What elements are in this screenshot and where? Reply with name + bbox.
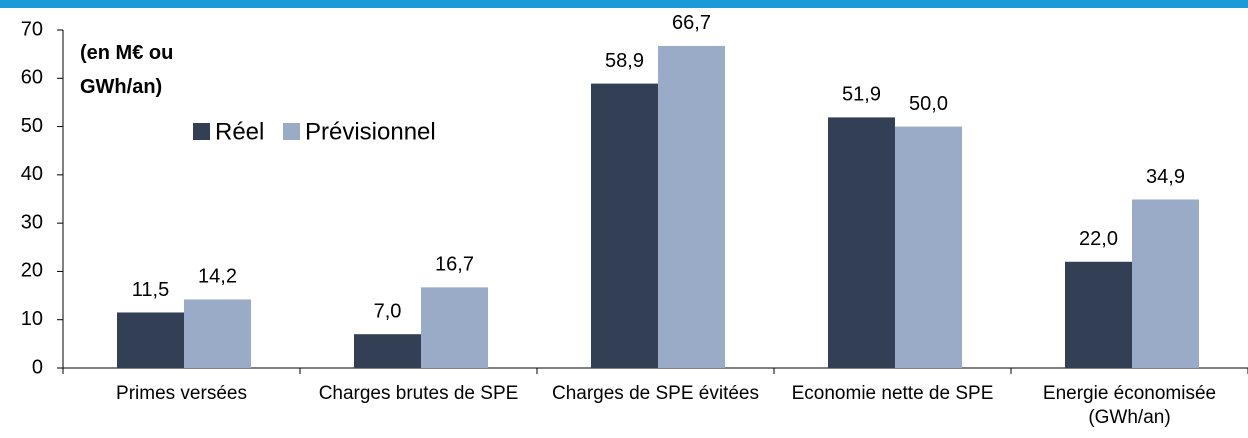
legend-swatch [283, 123, 300, 140]
x-tick-label: Economie nette de SPE [791, 383, 994, 404]
value-label: 11,5 [132, 279, 169, 301]
y-tick-label: 40 [21, 163, 43, 185]
value-label: 66,7 [672, 12, 711, 34]
bar [591, 83, 658, 369]
x-tick-label: Charges brutes de SPE [318, 383, 519, 404]
bar [1065, 261, 1132, 368]
value-label: 50,0 [909, 93, 948, 115]
bar [421, 287, 488, 368]
bar [1132, 199, 1199, 368]
value-label: 51,9 [842, 84, 881, 106]
bar [354, 334, 421, 368]
value-label: 14,2 [198, 266, 237, 288]
bar [895, 126, 962, 368]
x-tick-label: Primes versées [116, 383, 247, 404]
y-tick-label: 30 [21, 211, 43, 233]
value-label: 58,9 [605, 50, 644, 72]
y-tick-label: 70 [21, 18, 43, 40]
bar [184, 299, 251, 368]
bar [828, 117, 895, 368]
annotation: (en M€ ou GWh/an) [80, 42, 174, 98]
x-tick-label: Energie économisée (GWh/an) [1042, 383, 1217, 428]
value-label: 22,0 [1079, 228, 1118, 250]
legend-label: Prévisionnel [305, 118, 436, 145]
legend-label: Réel [215, 118, 264, 145]
bar [658, 45, 725, 368]
value-label: 34,9 [1146, 166, 1185, 188]
value-label: 7,0 [374, 300, 402, 322]
value-label: 16,7 [435, 254, 474, 276]
header-bar [0, 0, 1248, 8]
y-tick-label: 0 [32, 356, 43, 378]
y-tick-label: 10 [21, 308, 43, 330]
legend-swatch [193, 123, 210, 140]
y-tick-label: 20 [21, 260, 43, 282]
bar [117, 312, 184, 368]
y-tick-label: 60 [21, 67, 43, 89]
x-tick-label: Charges de SPE évitées [551, 383, 759, 404]
y-tick-label: 50 [21, 115, 43, 137]
